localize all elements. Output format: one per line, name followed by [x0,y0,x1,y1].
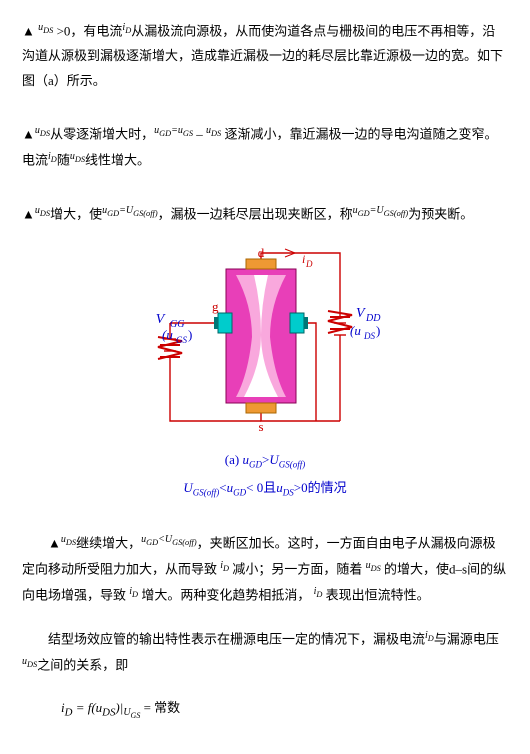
var-uDS: uDS [22,656,37,667]
var-uGD: uGD= [154,125,178,136]
text: 结型场效应管的输出特性表示在栅源电压一定的情况下，漏极电流 [48,631,425,646]
var-uGD: uGD= [353,205,377,216]
paragraph-5: 结型场效应管的输出特性表示在栅源电压一定的情况下，漏极电流iD与漏源电压 uDS之… [22,626,508,678]
eq-sub: DS [102,706,115,718]
eq-sub: U [123,707,130,718]
svg-text:D: D [305,259,313,269]
text: >0的情况 [294,480,347,495]
var-UGSoff: UGS(off) [376,205,408,216]
var: UGS(off) [269,452,305,467]
text: 线性增大。 [85,153,150,168]
text: – [193,127,206,142]
lt: < [219,480,226,495]
text: 增大，使 [50,207,102,222]
var-iD: iD [220,560,229,571]
var-iD: iD [425,630,434,641]
svg-text:GS: GS [176,335,187,345]
var-uDS: uDS [35,125,50,136]
text: < 0且 [246,480,276,495]
eq-part: = f(u [72,700,102,715]
eq-subsub: GS [131,711,141,720]
label-d: d [258,245,265,260]
label-s: s [258,419,263,434]
paragraph-4: ▲uDS继续增大，uGD<UGS(off)，夹断区加长。这时，一方面自由电子从漏… [22,530,508,608]
var-UGSoff: UGS(off) [165,534,197,545]
marker: ▲ [22,207,35,222]
label-uGS: (u [162,327,173,342]
text: 为预夹断。 [408,207,473,222]
var-iD: iD [122,22,131,33]
eq-part: = 常数 [140,700,180,715]
var-iD: iD [48,151,57,162]
text: 增大。两种变化趋势相抵消， [138,587,314,602]
paragraph-1: ▲ uDS >0，有电流iD从漏极流向源极，从而使沟道各点与栅极间的电压不再相等… [22,18,508,93]
var-iD: iD [129,586,138,597]
paragraph-2: ▲uDS从零逐渐增大时，uGD=uGS – uDS 逐渐减小，靠近漏极一边的导电… [22,121,508,173]
label-VDD: V [356,306,366,321]
label-VGG: V [156,312,166,327]
var-UGSoff: UGS(off) [126,205,158,216]
output-characteristic-equation: iD = f(uDS)|UGS = 常数 [22,696,508,724]
text: 随 [57,153,70,168]
text: 之间的关系，即 [37,657,128,672]
text: 与漏源电压 [434,631,499,646]
svg-text:DS: DS [363,331,375,341]
text: >0，有电流 [53,23,122,38]
svg-text:): ) [376,323,380,338]
diagram-caption-b: UGS(off)<uGD< 0且uDS>0的情况 [22,476,508,502]
var-uDS: uDS [38,22,53,33]
var-uGD: uGD= [102,205,126,216]
label-g: g [212,299,219,314]
text: ，漏极一边耗尽层出现夹断区，称 [158,207,353,222]
paragraph-3: ▲uDS增大，使uGD=UGS(off)，漏极一边耗尽层出现夹断区，称uGD=U… [22,201,508,227]
caption-prefix: (a) [225,452,243,467]
marker: ▲ [22,23,38,38]
var: uGD [227,480,247,495]
var-uDS: uDS [206,125,221,136]
var: uGD [242,452,262,467]
var-uDS: uDS [366,560,381,571]
svg-text:): ) [188,327,192,342]
jfet-diagram: d s g i D V GG (u GS ) V DD (u DS ) [130,245,400,444]
var-uGD: uGD< [141,534,165,545]
text: 从零逐渐增大时， [50,127,154,142]
text: 表现出恒流特性。 [322,587,429,602]
var: uDS [276,480,294,495]
var-uDS: uDS [70,151,85,162]
marker: ▲ [22,127,35,142]
text: 继续增大， [76,535,141,550]
var-uGS: uGS [178,125,193,136]
label-iD: i [302,252,305,266]
var: UGS(off) [183,480,219,495]
text: 减小；另一方面，随着 [229,561,366,576]
var-uDS: uDS [61,534,76,545]
var-uDS: uDS [35,205,50,216]
label-uDS: (u [350,323,361,338]
marker: ▲ [48,535,61,550]
diagram-caption-a: (a) uGD>UGS(off) [22,448,508,474]
